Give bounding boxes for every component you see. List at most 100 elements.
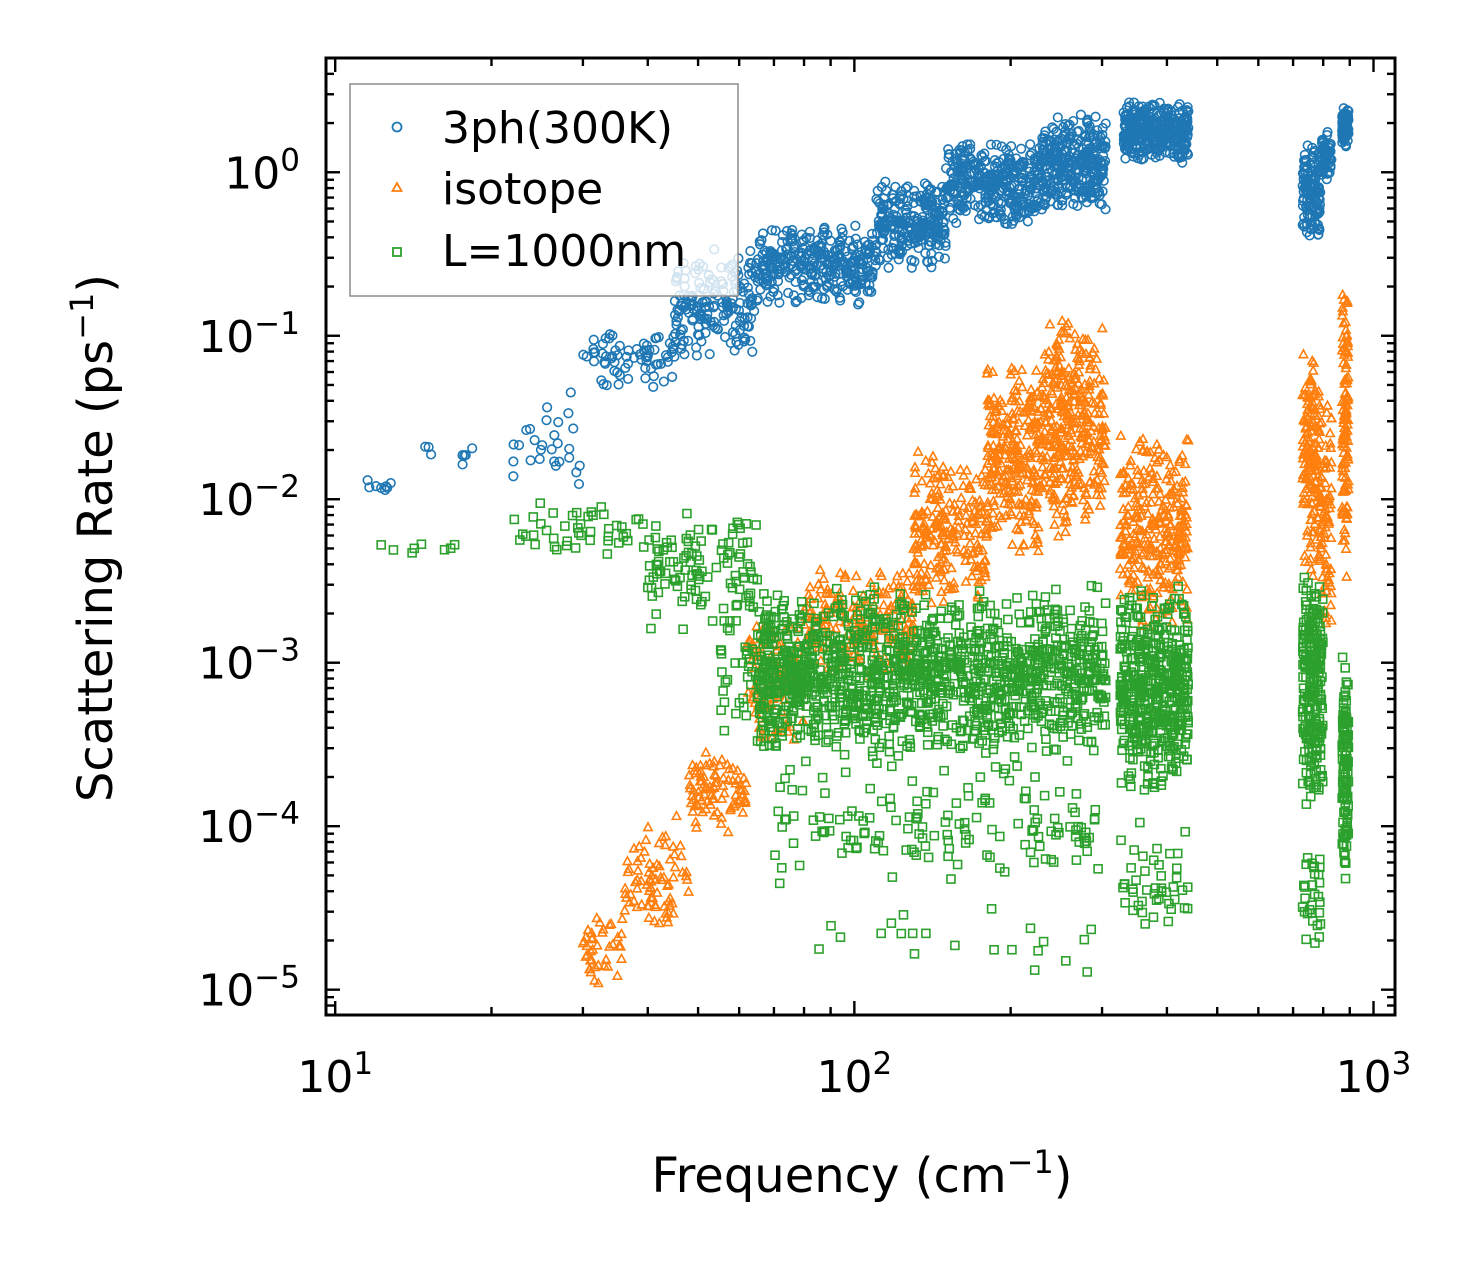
data-point (600, 351, 612, 362)
points-layer (362, 97, 1354, 988)
data-point (805, 267, 817, 278)
data-point (757, 249, 768, 260)
data-point (821, 737, 831, 748)
data-point (585, 535, 595, 546)
data-point (1325, 412, 1337, 423)
data-point (912, 445, 924, 456)
data-point (513, 440, 525, 451)
data-point (961, 193, 972, 204)
data-point (849, 269, 860, 280)
data-point (772, 276, 784, 287)
data-point (687, 759, 699, 770)
data-point (754, 273, 765, 285)
data-point (738, 772, 750, 783)
data-point (702, 572, 713, 582)
data-point (1124, 97, 1135, 108)
data-point (938, 574, 950, 585)
data-point (611, 969, 623, 980)
data-point (582, 924, 594, 935)
data-point (764, 262, 775, 273)
data-point (921, 505, 933, 516)
data-point (549, 430, 560, 441)
data-point (1066, 128, 1077, 140)
data-point (1049, 518, 1061, 529)
data-point (837, 227, 848, 238)
data-point (1095, 396, 1107, 408)
data-point (919, 197, 930, 208)
data-point (535, 498, 546, 508)
data-point (542, 402, 553, 413)
data-point (933, 221, 944, 233)
data-point (717, 667, 727, 677)
data-point (370, 481, 382, 492)
data-point (1017, 156, 1028, 168)
data-point (692, 329, 704, 340)
data-point (459, 450, 470, 461)
data-point (819, 293, 830, 304)
data-point (730, 328, 741, 340)
data-point (1093, 372, 1105, 383)
data-point (1154, 150, 1165, 161)
data-point (846, 243, 858, 254)
data-point (919, 178, 931, 189)
data-point (818, 572, 830, 583)
data-point (613, 379, 624, 390)
data-point (788, 290, 799, 301)
data-point (926, 262, 937, 273)
data-point (1084, 157, 1096, 168)
data-point (877, 204, 888, 215)
data-point (1007, 166, 1019, 177)
data-point (991, 139, 1002, 150)
data-point (876, 234, 887, 245)
data-point (774, 297, 785, 308)
data-point (1016, 363, 1028, 374)
data-point (722, 675, 733, 685)
data-point (771, 264, 782, 275)
data-point (849, 285, 860, 296)
data-point (641, 899, 654, 911)
data-point (900, 183, 911, 194)
data-point (1095, 132, 1106, 143)
data-point (697, 297, 708, 308)
data-point (1052, 530, 1064, 541)
data-point (621, 351, 632, 362)
data-point (614, 369, 625, 381)
data-point (564, 443, 575, 454)
data-point (537, 440, 548, 451)
data-point (945, 179, 956, 190)
data-point (364, 482, 375, 493)
data-point (826, 251, 838, 262)
data-point (878, 199, 889, 210)
data-point (963, 185, 974, 197)
data-point (719, 331, 731, 343)
data-point (1094, 499, 1106, 510)
data-point (855, 279, 866, 290)
data-point (985, 139, 997, 150)
data-point (922, 740, 933, 750)
data-point (1057, 200, 1068, 211)
data-point (1057, 154, 1068, 165)
data-point (988, 169, 999, 180)
data-point (896, 235, 907, 247)
data-point (1037, 155, 1048, 167)
data-point (1097, 618, 1107, 629)
data-point (975, 200, 987, 211)
data-point (362, 475, 373, 486)
data-point (1340, 542, 1352, 554)
data-point (804, 226, 815, 237)
data-point (658, 900, 670, 911)
data-point (1163, 103, 1174, 114)
data-point (909, 256, 920, 267)
data-point (1014, 212, 1025, 223)
data-point (718, 315, 730, 327)
data-point (947, 480, 959, 491)
data-point (655, 358, 667, 369)
data-point (702, 313, 713, 324)
data-point (1013, 172, 1025, 183)
data-point (678, 624, 688, 635)
data-point (588, 347, 599, 358)
data-point (1042, 156, 1054, 167)
data-point (719, 697, 730, 708)
data-point (597, 338, 608, 349)
data-point (926, 248, 937, 259)
